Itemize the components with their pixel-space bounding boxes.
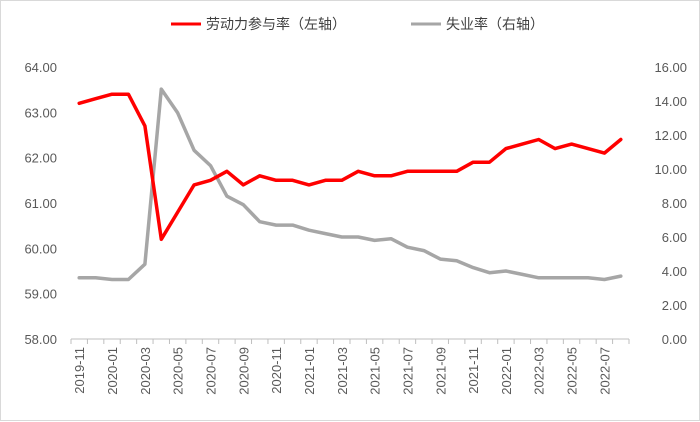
y-right-tick-label: 4.00 <box>662 264 687 279</box>
y-right-tick-label: 12.00 <box>654 128 687 143</box>
series-layer <box>79 89 621 279</box>
y-right-tick-label: 14.00 <box>654 94 687 109</box>
x-tick-label: 2020-07 <box>204 347 219 395</box>
x-tick-label: 2021-05 <box>368 347 383 395</box>
y-right-tick-label: 2.00 <box>662 298 687 313</box>
y-left-tick-label: 62.00 <box>24 151 57 166</box>
y-right-tick-label: 10.00 <box>654 162 687 177</box>
y-left-tick-label: 61.00 <box>24 196 57 211</box>
y-right-tick-label: 6.00 <box>662 230 687 245</box>
x-tick-label: 2021-03 <box>335 347 350 395</box>
y-right-tick-label: 8.00 <box>662 196 687 211</box>
legend-label-unemployment-rate: 失业率（右轴） <box>446 16 544 33</box>
x-tick-label: 2022-03 <box>532 347 547 395</box>
x-tick-label: 2020-11 <box>269 347 284 394</box>
x-tick-label: 2021-11 <box>466 347 481 394</box>
y-left-tick-label: 60.00 <box>24 241 57 256</box>
y-left-tick-label: 63.00 <box>24 105 57 120</box>
x-tick-label: 2020-03 <box>138 347 153 395</box>
axes: 58.00 59.00 60.00 61.00 62.00 63.00 64.00 0.00 2… <box>24 60 687 395</box>
x-tick-label: 2021-09 <box>433 347 448 395</box>
x-tick-label: 2020-01 <box>105 347 120 395</box>
y-left-tick-label: 59.00 <box>24 287 57 302</box>
x-tick-label: 2020-09 <box>236 347 251 395</box>
legend-label-participation-rate: 劳动力参与率（左轴） <box>206 16 346 33</box>
y-right-tick-label: 16.00 <box>654 60 687 75</box>
y-right-tick-label: 0.00 <box>662 332 687 347</box>
y-left-tick-label: 58.00 <box>24 332 57 347</box>
x-tick-label: 2022-01 <box>499 347 514 395</box>
legend: 劳动力参与率（左轴） 失业率（右轴） <box>171 16 544 33</box>
y-left-tick-label: 64.00 <box>24 60 57 75</box>
x-tick-label: 2021-01 <box>302 347 317 395</box>
x-tick-label: 2021-07 <box>400 347 415 395</box>
series-line-unemployment-rate <box>79 89 621 279</box>
x-tick-label: 2019-11 <box>72 347 87 394</box>
x-tick-label: 2022-05 <box>565 347 580 395</box>
x-tick-label: 2020-05 <box>171 347 186 395</box>
x-tick-label: 2022-07 <box>597 347 612 395</box>
